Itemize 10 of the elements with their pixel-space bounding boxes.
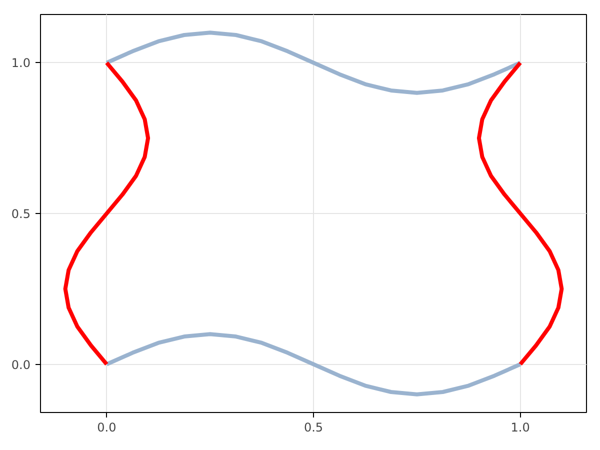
line-series: [63, 60, 150, 366]
x-tick-label: 0.5: [304, 420, 324, 434]
y-tick-label: 0.5: [11, 207, 31, 221]
line-series: [476, 60, 564, 366]
line-series: [104, 30, 522, 95]
x-tick-label: 1.0: [510, 420, 530, 434]
line-series: [104, 332, 522, 396]
y-tick-label: 0.0: [11, 358, 31, 372]
y-tick-label: 1.0: [11, 56, 31, 70]
x-tick-label: 0.0: [97, 420, 116, 434]
